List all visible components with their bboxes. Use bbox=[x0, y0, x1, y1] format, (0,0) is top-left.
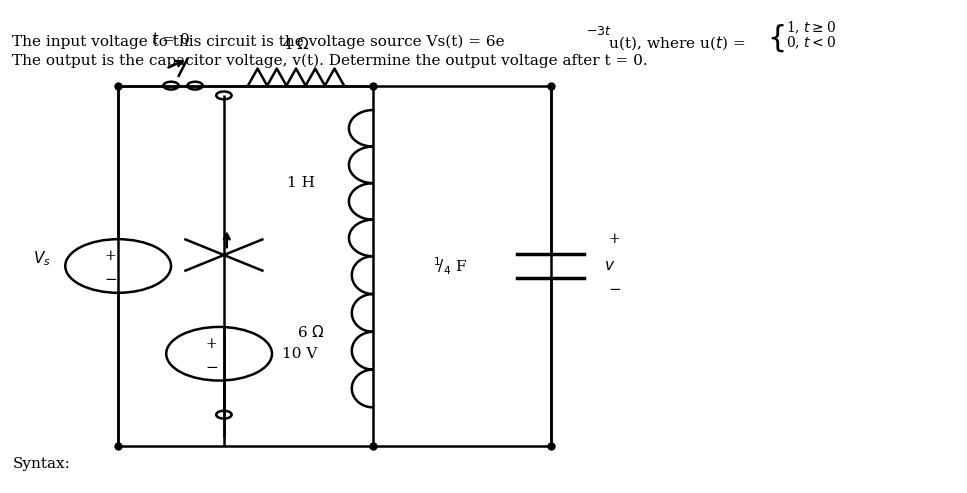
Text: $^1\!/_4$ F: $^1\!/_4$ F bbox=[433, 255, 467, 277]
Text: $-$: $-$ bbox=[205, 359, 218, 373]
Text: The output is the capacitor voltage, v(t). Determine the output voltage after t : The output is the capacitor voltage, v(t… bbox=[13, 54, 648, 69]
Text: 10 V: 10 V bbox=[281, 347, 317, 361]
Text: $-$: $-$ bbox=[608, 281, 622, 295]
Text: +: + bbox=[608, 232, 620, 246]
Text: $V_s$: $V_s$ bbox=[33, 249, 51, 268]
Text: $v$: $v$ bbox=[603, 259, 615, 273]
Text: $\{$: $\{$ bbox=[767, 22, 784, 54]
Text: +: + bbox=[206, 337, 218, 351]
Text: The input voltage to this circuit is the voltage source Vs(t) = 6e: The input voltage to this circuit is the… bbox=[13, 35, 505, 49]
Text: 4 $\Omega$: 4 $\Omega$ bbox=[282, 35, 309, 52]
Text: $-3t$: $-3t$ bbox=[586, 25, 612, 37]
Text: 6 $\Omega$: 6 $\Omega$ bbox=[297, 324, 324, 340]
Text: $t$ = 0: $t$ = 0 bbox=[152, 31, 190, 47]
Text: 0, $t<$0: 0, $t<$0 bbox=[786, 35, 836, 51]
Text: 1 H: 1 H bbox=[287, 176, 315, 190]
Text: Syntax:: Syntax: bbox=[13, 457, 71, 471]
Text: 1, $t\geq$0: 1, $t\geq$0 bbox=[786, 20, 836, 36]
Text: $-$: $-$ bbox=[103, 271, 117, 285]
Text: u(t), where u($t$) =: u(t), where u($t$) = bbox=[603, 35, 745, 52]
Text: +: + bbox=[104, 249, 116, 263]
